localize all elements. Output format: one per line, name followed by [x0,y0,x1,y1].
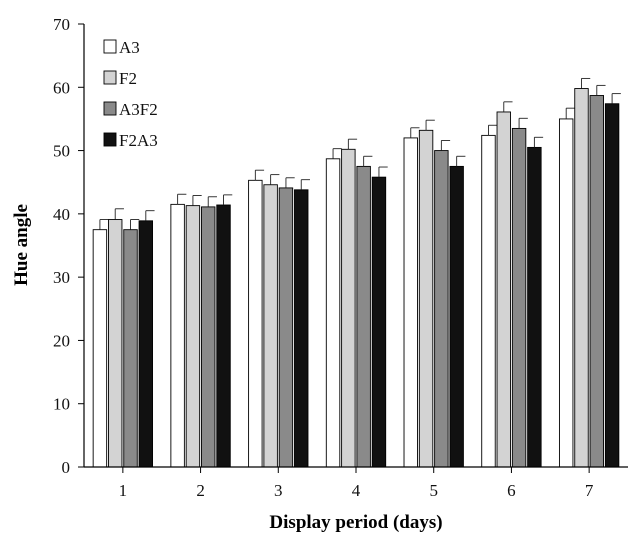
bar-f2 [341,148,356,468]
x-tick-label: 3 [274,481,283,500]
bar-f2 [418,129,434,468]
legend-label: F2 [119,69,137,88]
bar-f2a3 [294,189,309,468]
x-tick-label: 4 [352,481,361,500]
y-tick-label: 10 [53,395,70,414]
bar-series [92,77,621,468]
bar-a3f2 [123,229,138,468]
bar-f2 [496,111,511,468]
x-tick-label: 2 [196,481,205,500]
y-axis-ticks: 0 10 20 30 40 50 60 70 [53,15,84,477]
bar-f2a3 [449,165,464,468]
y-tick-label: 60 [53,78,70,97]
bar-a3f2 [278,187,294,468]
bar-f2 [185,205,201,468]
y-tick-label: 50 [53,142,70,161]
bar-a3 [170,203,185,468]
y-axis-title: Hue angle [11,204,32,286]
x-tick-label: 6 [507,481,516,500]
y-tick-label: 0 [62,458,71,477]
bar-a3 [481,134,496,468]
bar-f2 [574,88,589,468]
x-axis-title: Display period (days) [269,512,442,533]
bar-a3f2 [356,165,371,468]
x-tick-label: 7 [585,481,594,500]
bar-f2a3 [604,103,620,468]
bar-a3 [248,179,263,468]
bar-a3f2 [511,127,527,468]
bar-a3 [403,137,418,468]
bar-a3 [325,158,341,468]
legend-swatch-a3 [103,39,117,54]
bar-f2a3 [527,146,542,468]
y-tick-label: 40 [53,205,70,224]
bar-a3 [92,229,108,468]
x-axis-ticks: 1 2 3 4 5 6 7 [119,467,594,500]
bar-f2 [263,184,278,468]
bar-f2a3 [371,176,387,468]
x-tick-label: 1 [119,481,128,500]
bar-a3f2 [201,206,216,468]
legend-swatch-f2 [103,70,117,85]
y-tick-label: 30 [53,268,70,287]
x-tick-label: 5 [429,481,438,500]
legend-label: A3 [119,38,140,57]
bar-a3f2 [589,95,604,468]
legend-swatch-a3f2 [103,101,117,116]
legend-label: A3F2 [119,100,158,119]
y-tick-label: 70 [53,15,70,34]
legend-label: F2A3 [119,131,158,150]
bar-f2 [108,219,123,468]
bar-a3f2 [434,150,449,468]
bar-a3 [558,118,574,468]
y-tick-label: 20 [53,331,70,350]
bar-f2a3 [216,204,231,468]
bar-f2a3 [138,220,154,468]
legend-swatch-f2a3 [103,132,117,147]
